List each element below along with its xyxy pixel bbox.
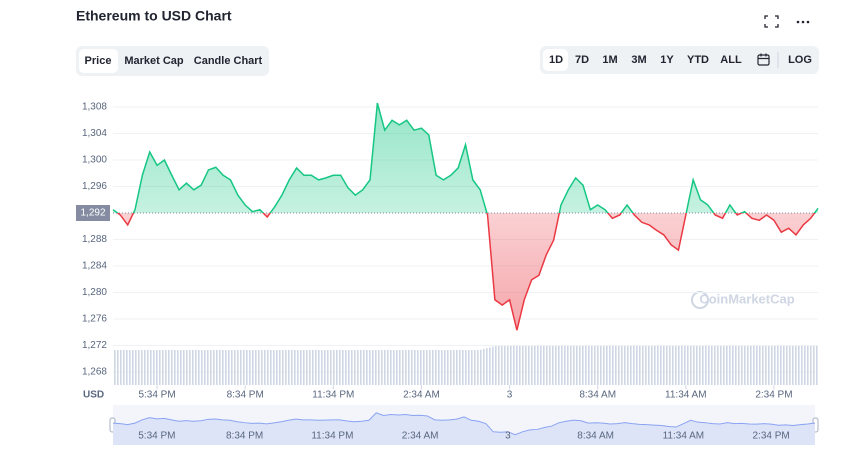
x-tick-label: 2:34 PM: [755, 390, 792, 401]
tab-selected: [79, 49, 118, 73]
watermark: CoinMarketCap: [699, 291, 794, 306]
area-up: [113, 103, 818, 213]
x-tick-label: 11:34 AM: [665, 390, 707, 401]
volume-bars: [113, 346, 818, 385]
baseline-label: 1,292: [80, 208, 105, 219]
baseline-badge: [76, 205, 110, 221]
x-tick-label: 8:34 AM: [579, 390, 616, 401]
range-button[interactable]: 1M: [602, 54, 617, 66]
y-tick-label: 1,272: [82, 340, 107, 351]
currency-label: USD: [83, 390, 104, 401]
y-tick-label: 1,288: [82, 234, 107, 245]
price-line-up: [112, 102, 819, 213]
y-tick-label: 1,280: [82, 287, 107, 298]
x-tick-label: 2:34 AM: [403, 390, 440, 401]
x-tick-label: 3: [507, 390, 513, 401]
navigator-tick-label: 2:34 PM: [753, 431, 790, 442]
range-button[interactable]: YTD: [687, 54, 709, 66]
navigator-tick-label: 3: [505, 431, 511, 442]
y-tick-label: 1,296: [82, 181, 107, 192]
y-tick-label: 1,304: [82, 128, 107, 139]
x-tick-label: 5:34 PM: [138, 390, 175, 401]
x-tick-label: 11:34 PM: [312, 390, 354, 401]
title: Ethereum to USD Chart: [76, 8, 232, 24]
navigator-area: [113, 412, 815, 445]
more-icon[interactable]: [796, 20, 810, 24]
range-selected: [543, 49, 568, 71]
navigator-tick-label: 2:34 AM: [402, 431, 439, 442]
tab[interactable]: Candle Chart: [194, 55, 263, 67]
range-bar: [540, 46, 819, 74]
y-tick-label: 1,300: [82, 155, 107, 166]
y-tick-label: 1,308: [82, 102, 107, 113]
y-tick-label: 1,276: [82, 314, 107, 325]
navigator-tick-label: 8:34 PM: [226, 431, 263, 442]
tab-bar: [76, 46, 269, 76]
range-button[interactable]: 7D: [575, 54, 589, 66]
range-button[interactable]: ALL: [720, 54, 742, 66]
fullscreen-icon[interactable]: [764, 15, 779, 28]
range-button[interactable]: 3M: [631, 54, 646, 66]
navigator-tick-label: 8:34 AM: [577, 431, 614, 442]
range-button[interactable]: 1Y: [660, 54, 674, 66]
navigator-line: [112, 412, 816, 436]
log-toggle[interactable]: LOG: [788, 54, 812, 66]
calendar-icon[interactable]: [757, 53, 770, 66]
navigator-tick-label: 5:34 PM: [138, 431, 175, 442]
range-button[interactable]: 1D: [549, 54, 563, 66]
tab[interactable]: Market Cap: [124, 55, 184, 67]
tab[interactable]: Price: [85, 55, 112, 67]
y-tick-label: 1,268: [82, 367, 107, 378]
navigator-tick-label: 11:34 PM: [311, 431, 353, 442]
y-tick-label: 1,284: [82, 261, 107, 272]
navigator-tick-label: 11:34 AM: [663, 431, 705, 442]
x-tick-label: 8:34 PM: [227, 390, 264, 401]
